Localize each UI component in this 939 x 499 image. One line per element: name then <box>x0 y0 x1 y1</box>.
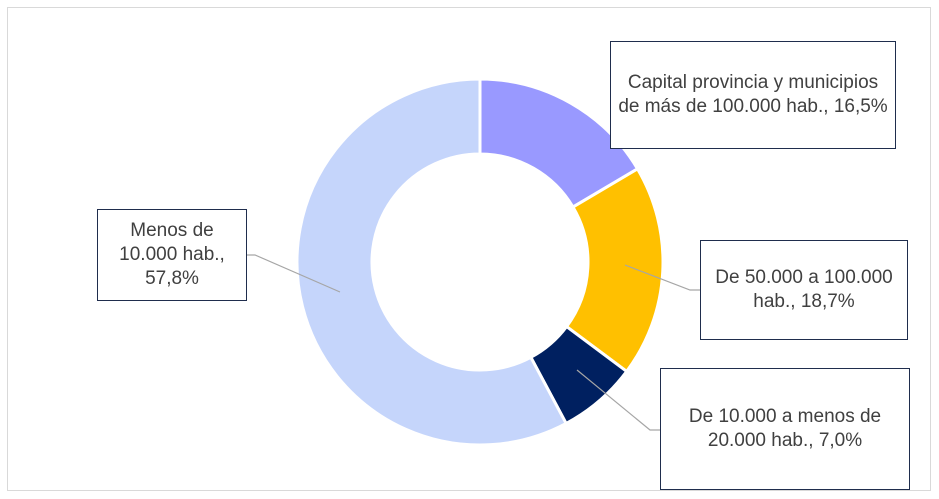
label-text: Capital provincia y municipios de más de… <box>617 71 889 119</box>
data-label: Capital provincia y municipios de más de… <box>610 41 896 149</box>
category-label: De 50.000 a 100.000 hab., <box>715 267 893 312</box>
value-label: 18,7% <box>800 291 855 312</box>
data-label: Menos de 10.000 hab., 57,8% <box>97 209 247 301</box>
value-label: 57,8% <box>145 268 199 289</box>
data-label: De 10.000 a menos de 20.000 hab., 7,0% <box>660 368 910 490</box>
category-label: Capital provincia y municipios de más de… <box>618 72 879 117</box>
label-text: Menos de 10.000 hab., 57,8% <box>104 219 240 291</box>
chart-frame <box>7 7 931 491</box>
value-label: 16,5% <box>833 96 888 117</box>
donut-slice <box>564 166 665 374</box>
data-label: De 50.000 a 100.000 hab., 18,7% <box>700 240 908 340</box>
leader-line <box>247 254 341 293</box>
donut-slice <box>295 77 569 447</box>
value-label: 7,0% <box>818 430 863 451</box>
leader-line <box>624 264 700 291</box>
label-text: De 10.000 a menos de 20.000 hab., 7,0% <box>667 405 903 453</box>
category-label: De 10.000 a menos de 20.000 hab., <box>688 406 882 451</box>
category-label: Menos de 10.000 hab., <box>119 220 225 265</box>
label-text: De 50.000 a 100.000 hab., 18,7% <box>707 266 901 314</box>
leader-line <box>576 369 660 431</box>
